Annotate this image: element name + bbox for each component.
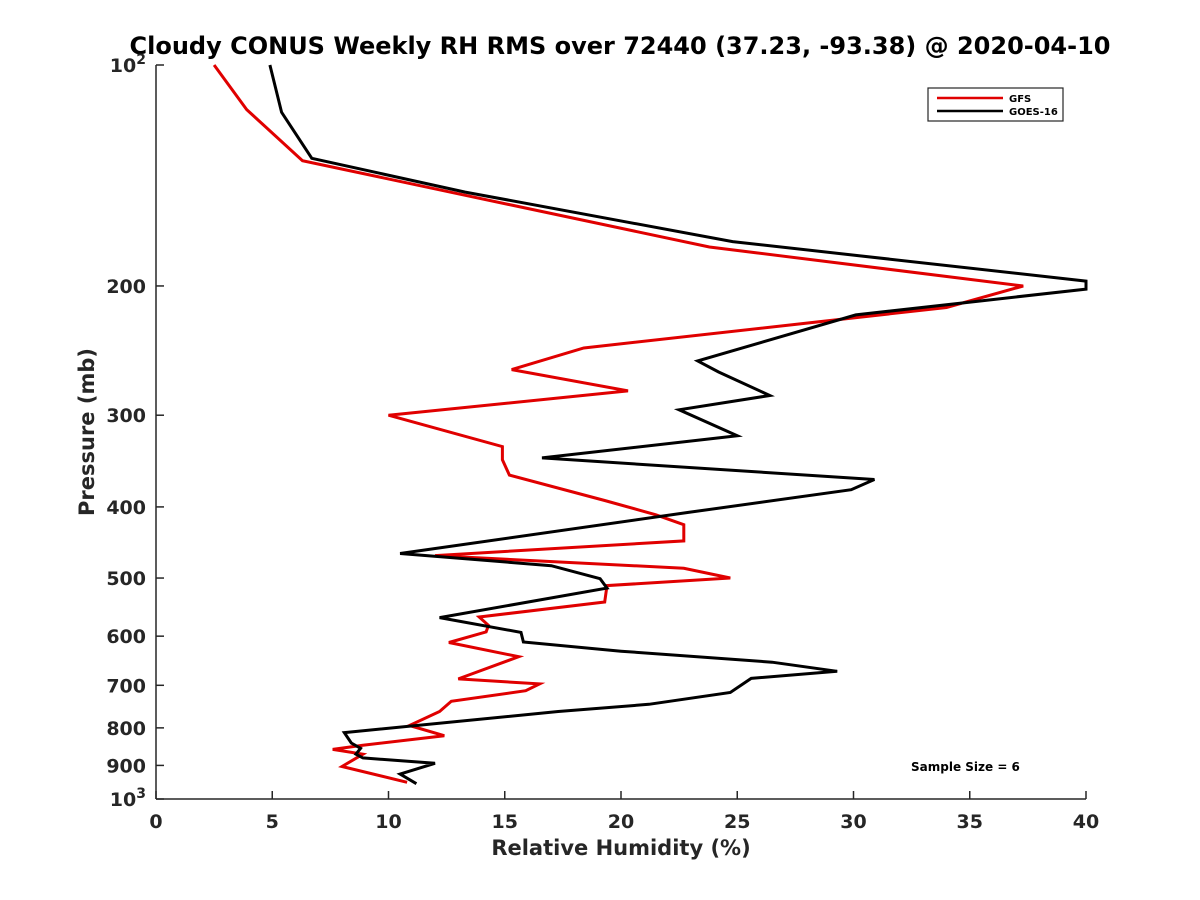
legend: GFS GOES-16 [927, 87, 1064, 122]
series-line-goes16 [268, 64, 1088, 785]
y-tick-label: 700 [106, 675, 146, 697]
x-axis-label: Relative Humidity (%) [491, 836, 750, 860]
series-layer [212, 64, 1088, 785]
x-tick-label: 15 [492, 811, 518, 833]
y-tick-label: 400 [106, 497, 146, 519]
x-tick-label: 5 [266, 811, 279, 833]
x-tick-label: 30 [840, 811, 866, 833]
x-tick-label: 20 [608, 811, 634, 833]
y-tick-label: 200 [106, 276, 146, 298]
y-tick-label: 103 [110, 786, 146, 811]
x-tick-label: 40 [1073, 811, 1099, 833]
y-tick-label: 900 [106, 755, 146, 777]
plot-area [155, 65, 1086, 800]
legend-label-gfs: GFS [1009, 94, 1031, 105]
y-tick-label: 102 [110, 52, 146, 77]
y-tick-label: 300 [106, 405, 146, 427]
y-axis-label: Pressure (mb) [75, 348, 99, 516]
x-tick-label: 0 [149, 811, 162, 833]
legend-box [927, 87, 1064, 122]
y-tick-label: 500 [106, 568, 146, 590]
sample-size-annotation: Sample Size = 6 [911, 760, 1020, 774]
x-tick-label: 10 [375, 811, 401, 833]
x-axis-ticks: 0 5 10 15 20 25 30 35 40 [149, 791, 1099, 833]
chart-title: Cloudy CONUS Weekly RH RMS over 72440 (3… [130, 32, 1111, 60]
legend-label-goes16: GOES-16 [1009, 107, 1058, 118]
x-tick-label: 35 [957, 811, 983, 833]
series-line-gfs [212, 64, 1024, 784]
y-tick-label: 800 [106, 718, 146, 740]
y-axis-ticks: 102 200 300 400 500 600 700 800 900 103 [106, 52, 164, 811]
y-tick-label: 600 [106, 626, 146, 648]
x-tick-label: 25 [724, 811, 750, 833]
